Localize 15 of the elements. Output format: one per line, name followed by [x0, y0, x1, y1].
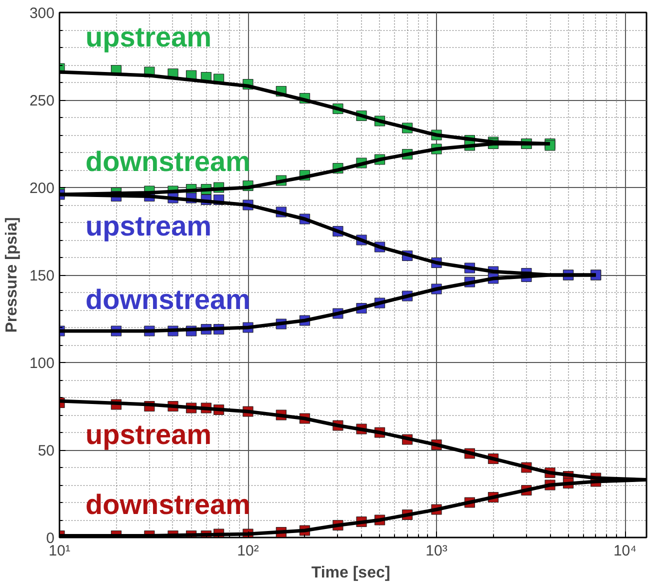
y-tick-label: 150: [29, 268, 55, 284]
y-axis-title: Pressure [psia]: [3, 217, 20, 333]
x-axis-title: Time [sec]: [311, 564, 390, 582]
y-tick-label: 200: [29, 180, 55, 197]
series-label: upstream: [86, 210, 212, 242]
y-tick-label: 300: [29, 5, 55, 22]
series-label: upstream: [86, 22, 212, 52]
x-tick-label: 10³: [426, 542, 448, 560]
series-label: upstream: [86, 418, 212, 450]
x-tick-label: 10²: [237, 542, 259, 560]
y-tick-label: 50: [38, 442, 55, 460]
x-tick-label: 10¹: [48, 542, 70, 560]
y-tick-label: 100: [29, 355, 55, 372]
x-tick-label: 10⁴: [613, 542, 637, 560]
y-tick-label: 250: [29, 92, 55, 110]
